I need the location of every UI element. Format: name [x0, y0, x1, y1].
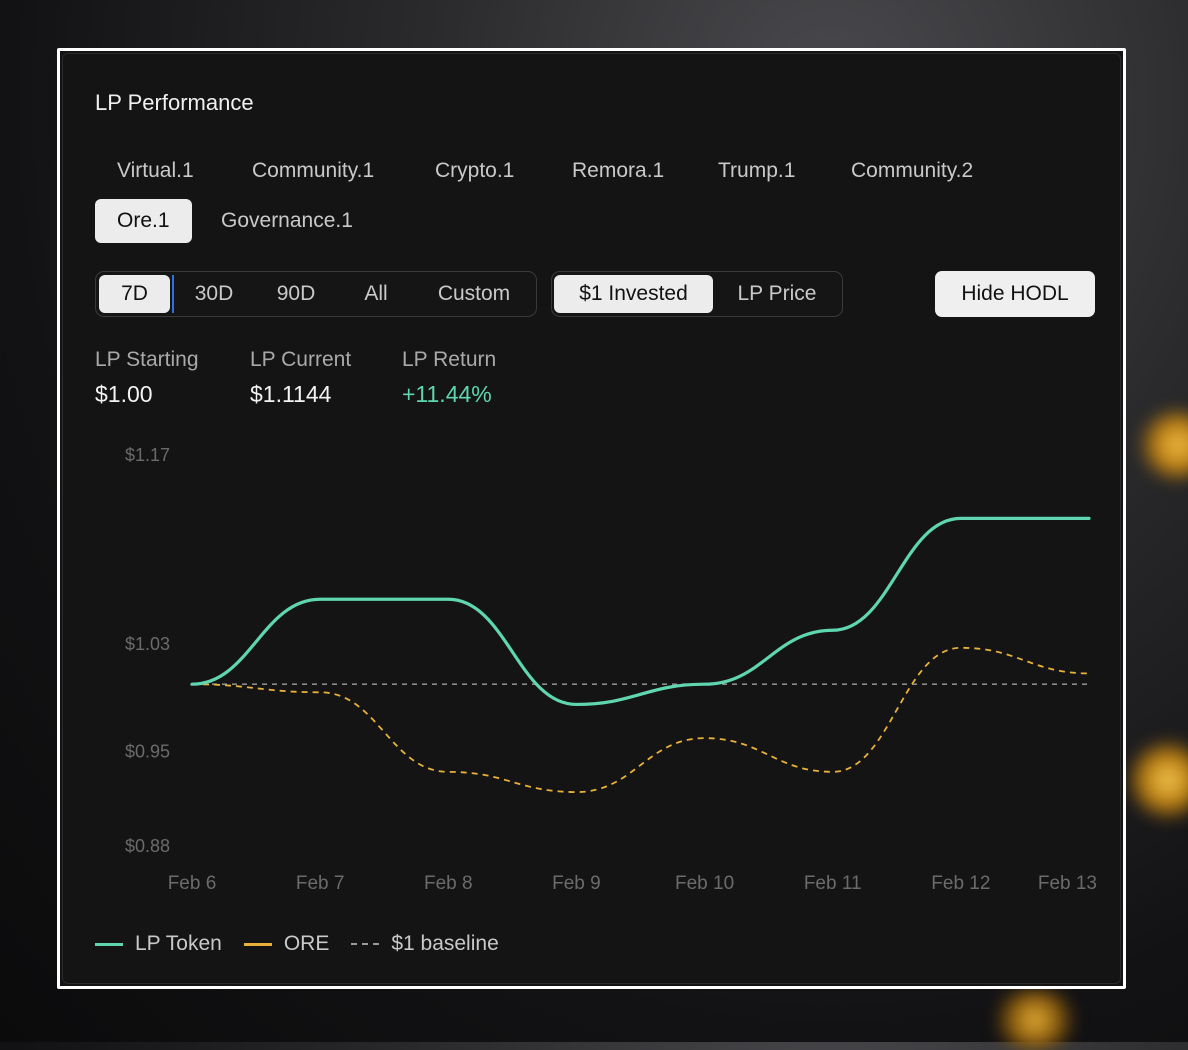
range-30d-button[interactable]: 30D — [194, 282, 234, 305]
pool-tab-remora-1[interactable]: Remora.1 — [572, 159, 665, 182]
pool-tab-ore-1[interactable]: Ore.1 — [95, 199, 192, 243]
pool-tab-virtual-1[interactable]: Virtual.1 — [117, 159, 194, 182]
range-custom-button[interactable]: Custom — [437, 282, 511, 305]
legend-lp-token-label: LP Token — [135, 932, 222, 955]
lp-current-label: LP Current — [250, 348, 352, 371]
mode-lp-price-button[interactable]: LP Price — [737, 282, 817, 305]
range-divider — [172, 275, 174, 313]
hide-hodl-button[interactable]: Hide HODL — [935, 271, 1095, 317]
baseline-swatch — [351, 943, 380, 945]
lp-starting-label: LP Starting — [95, 348, 199, 371]
ore-swatch — [243, 942, 272, 946]
pool-tab-community-2[interactable]: Community.2 — [851, 159, 974, 182]
lp-return-value: +11.44% — [402, 381, 492, 407]
background-glow — [990, 990, 1080, 1050]
legend-ore: ORE — [243, 932, 330, 956]
range-selector: 7D 30D 90D All Custom — [95, 271, 537, 317]
lp-starting-value: $1.00 — [95, 381, 153, 407]
range-all-button[interactable]: All — [364, 282, 388, 305]
legend-baseline: $1 baseline — [351, 932, 499, 956]
pool-tab-trump-1[interactable]: Trump.1 — [718, 159, 796, 182]
pool-tab-crypto-1[interactable]: Crypto.1 — [435, 159, 515, 182]
background-glow — [1128, 740, 1188, 820]
legend-baseline-label: $1 baseline — [391, 932, 499, 955]
range-90d-button[interactable]: 90D — [276, 282, 316, 305]
lp-return-label: LP Return — [402, 348, 497, 371]
mode-selector: $1 Invested LP Price — [551, 271, 843, 317]
pool-tab-governance-1[interactable]: Governance.1 — [221, 209, 353, 232]
legend-lp-token: LP Token — [95, 932, 222, 956]
lp-token-swatch — [95, 942, 123, 946]
pool-tab-community-1[interactable]: Community.1 — [252, 159, 375, 182]
lp-performance-panel: LP Performance Virtual.1 Community.1 Cry… — [57, 48, 1126, 989]
panel-inner — [62, 53, 1121, 984]
range-7d-button[interactable]: 7D — [99, 275, 170, 313]
panel-title: LP Performance — [95, 90, 254, 115]
lp-current-value: $1.1144 — [250, 381, 332, 407]
mode-invested-button[interactable]: $1 Invested — [554, 275, 713, 313]
chart-legend: LP Token ORE $1 baseline — [95, 931, 521, 957]
legend-ore-label: ORE — [283, 932, 330, 955]
background-glow — [1138, 410, 1188, 480]
